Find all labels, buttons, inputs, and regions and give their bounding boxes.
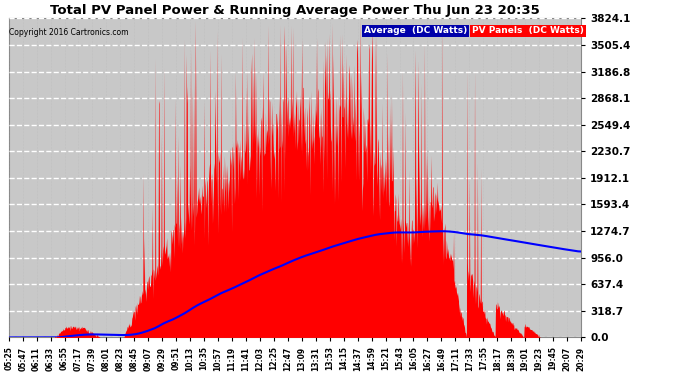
Text: PV Panels  (DC Watts): PV Panels (DC Watts) [472, 26, 584, 35]
Text: Average  (DC Watts): Average (DC Watts) [364, 26, 466, 35]
Title: Total PV Panel Power & Running Average Power Thu Jun 23 20:35: Total PV Panel Power & Running Average P… [50, 4, 540, 17]
Text: Copyright 2016 Cartronics.com: Copyright 2016 Cartronics.com [9, 28, 129, 37]
